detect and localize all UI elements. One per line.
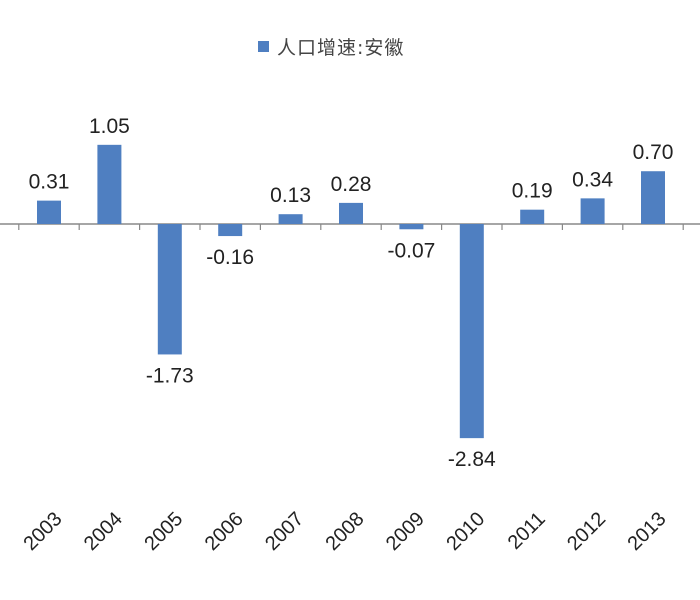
x-tick-label-2011: 2011 [504,508,550,554]
x-tick-label-2006: 2006 [201,508,248,555]
x-tick-label-2013: 2013 [624,508,671,555]
bar-2006 [218,224,243,237]
data-label-2008: 0.28 [331,173,372,196]
data-label-2009: -0.07 [387,239,435,262]
x-tick-label-2007: 2007 [261,508,308,555]
data-label-2006: -0.16 [206,246,254,269]
bar-2003 [37,200,61,224]
data-label-2010: -2.84 [448,448,496,471]
bar-2012 [580,198,605,224]
data-label-2011: 0.19 [512,180,553,203]
data-label-2003: 0.31 [29,171,70,194]
bar-2005 [157,224,182,355]
x-tick-label-2004: 2004 [80,508,127,555]
bar-2010 [459,224,484,439]
bar-2009 [399,224,424,230]
x-tick-label-2005: 2005 [140,508,187,555]
x-tick-label-2009: 2009 [382,508,429,555]
x-tick-label-2012: 2012 [563,508,610,555]
data-label-2012: 0.34 [572,168,613,191]
legend-label: 人口增速:安徽 [277,37,405,59]
x-tick-label-2003: 2003 [20,508,67,555]
bar-2008 [339,202,363,224]
x-tick-label-2008: 2008 [322,508,369,555]
bar-2004 [97,144,122,224]
x-tick-label-2010: 2010 [442,508,489,555]
data-label-2013: 0.70 [633,141,674,164]
bar-2007 [278,214,303,224]
data-label-2005: -1.73 [146,364,194,387]
legend-swatch [258,41,269,52]
data-label-2007: 0.13 [270,184,311,207]
bar-2011 [520,209,545,224]
legend: 人口增速:安徽 [258,33,404,60]
bar-2013 [641,171,665,224]
data-label-2004: 1.05 [89,115,130,138]
